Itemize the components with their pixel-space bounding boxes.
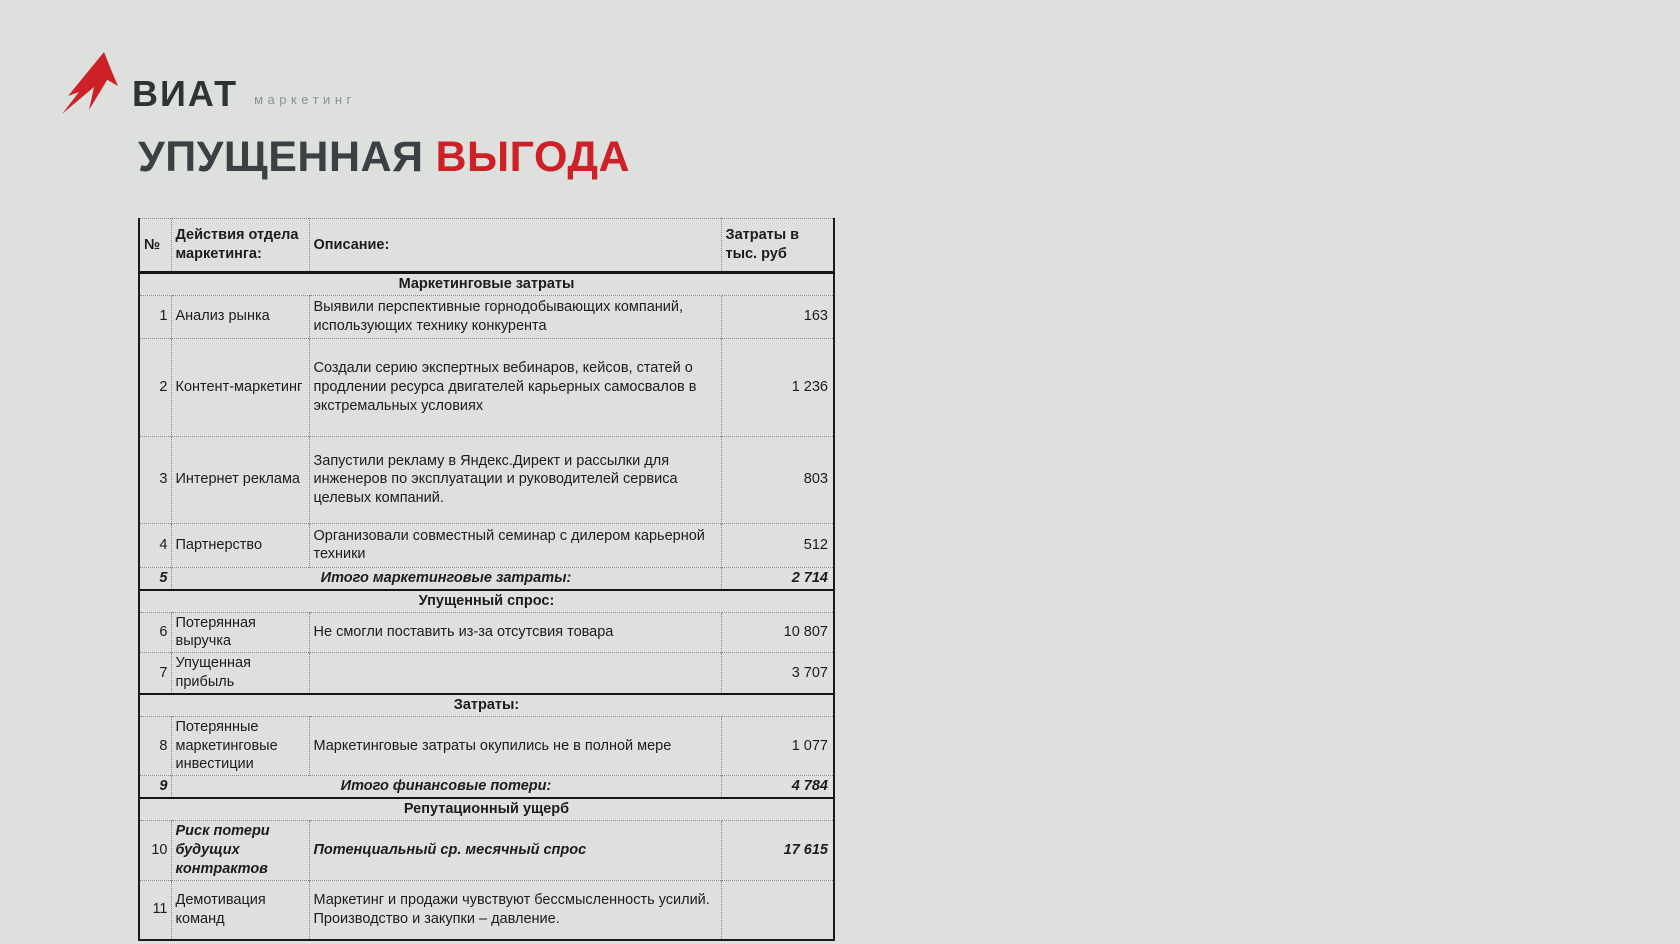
total-value: 2 714 <box>720 566 834 590</box>
table-header-row: № Действия отдела маркетинга: Описание: … <box>138 218 834 273</box>
total-row: 5 Итого маркетинговые затраты: 2 714 <box>138 566 834 590</box>
value-cell: 1 077 <box>720 715 834 776</box>
action-cell: Контент-маркетинг <box>170 337 309 437</box>
table-row: 7 Упущенная прибыль 3 707 <box>138 652 834 694</box>
row-number: 6 <box>138 611 171 653</box>
section-header-label: Затраты: <box>139 693 834 717</box>
page-title-part2: ВЫГОДА <box>435 133 631 181</box>
description-cell: Организовали совместный семинар с дилеро… <box>308 522 721 568</box>
table-row: 4 Партнерство Организовали совместный семи… <box>138 522 834 568</box>
table-row: 2 Контент-маркетинг Создали серию экспертн… <box>138 337 834 437</box>
row-number: 2 <box>138 337 171 437</box>
row-number: 9 <box>138 775 171 799</box>
value-cell: 17 615 <box>720 819 834 880</box>
row-number: 5 <box>138 566 171 590</box>
action-cell: Упущенная прибыль <box>170 652 309 694</box>
description-cell: Не смогли поставить из-за отсутсвия това… <box>308 611 721 653</box>
section-header-row: Затраты: <box>139 693 834 717</box>
row-number: 3 <box>138 435 171 524</box>
col-header-description: Описание: <box>308 218 721 273</box>
description-cell: Маркетинг и продажи чувствуют бессмыслен… <box>308 879 721 940</box>
description-cell: Запустили рекламу в Яндекс.Директ и расс… <box>308 435 721 524</box>
description-cell <box>308 652 721 694</box>
logo-brand: ВИАТ <box>132 73 239 114</box>
total-label: Итого финансовые потери: <box>170 775 721 799</box>
table-row: 11 Демотивация команд Маркетинг и продажи … <box>138 879 834 940</box>
page-title-part1: УПУЩЕННАЯ <box>138 133 424 181</box>
value-cell: 512 <box>720 522 834 568</box>
table-row: 1 Анализ рынка Выявили перспективные горно… <box>138 294 834 339</box>
row-number: 8 <box>138 715 171 776</box>
description-cell: Маркетинговые затраты окупились не в пол… <box>308 715 721 776</box>
action-cell: Партнерство <box>170 522 309 568</box>
description-cell: Выявили перспективные горнодобывающих ко… <box>308 294 721 339</box>
logo: ВИАТ маркетинг <box>58 52 356 114</box>
value-cell: 1 236 <box>720 337 834 437</box>
section-header-row: Упущенный спрос: <box>139 589 834 613</box>
total-value: 4 784 <box>720 775 834 799</box>
value-cell: 803 <box>720 435 834 524</box>
action-cell: Потерянная выручка <box>170 611 309 653</box>
action-cell: Интернет реклама <box>170 435 309 524</box>
value-cell <box>720 879 834 940</box>
action-cell: Демотивация команд <box>170 879 309 940</box>
value-cell: 10 807 <box>720 611 834 653</box>
table-row: 8 Потерянные маркетинговые инвестиции Марк… <box>138 715 834 776</box>
description-cell: Потенциальный ср. месячный спрос <box>308 819 721 880</box>
section-header-label: Маркетинговые затраты <box>139 272 834 296</box>
lost-profit-table: № Действия отдела маркетинга: Описание: … <box>138 218 835 941</box>
section-header-label: Упущенный спрос: <box>139 589 834 613</box>
total-label: Итого маркетинговые затраты: <box>170 566 721 590</box>
row-number: 4 <box>138 522 171 568</box>
section-header-label: Репутационный ущерб <box>139 797 834 821</box>
row-number: 10 <box>138 819 171 880</box>
action-cell: Потерянные маркетинговые инвестиции <box>170 715 309 776</box>
value-cell: 3 707 <box>720 652 834 694</box>
table-row: 6 Потерянная выручка Не смогли поставить и… <box>138 611 834 653</box>
value-cell: 163 <box>720 294 834 339</box>
section-header-row: Репутационный ущерб <box>139 797 834 821</box>
section-header-row: Маркетинговые затраты <box>139 272 834 296</box>
logo-arrow-icon <box>62 52 118 114</box>
page-title: УПУЩЕННАЯ ВЫГОДА <box>138 136 630 179</box>
total-row: 9 Итого финансовые потери: 4 784 <box>138 775 834 799</box>
row-number: 7 <box>138 652 171 694</box>
logo-subtitle: маркетинг <box>254 92 356 107</box>
col-header-num: № <box>138 218 171 273</box>
action-cell: Риск потери будущих контрактов <box>170 819 309 880</box>
table-row: 10 Риск потери будущих контрактов Потенциа… <box>138 819 834 880</box>
description-cell: Создали серию экспертных вебинаров, кейс… <box>308 337 721 437</box>
row-number: 1 <box>138 294 171 339</box>
table-row: 3 Интернет реклама Запустили рекламу в Янд… <box>138 435 834 524</box>
row-number: 11 <box>138 879 171 940</box>
col-header-actions: Действия отдела маркетинга: <box>170 218 309 273</box>
action-cell: Анализ рынка <box>170 294 309 339</box>
col-header-costs: Затраты в тыс. руб <box>720 218 834 273</box>
